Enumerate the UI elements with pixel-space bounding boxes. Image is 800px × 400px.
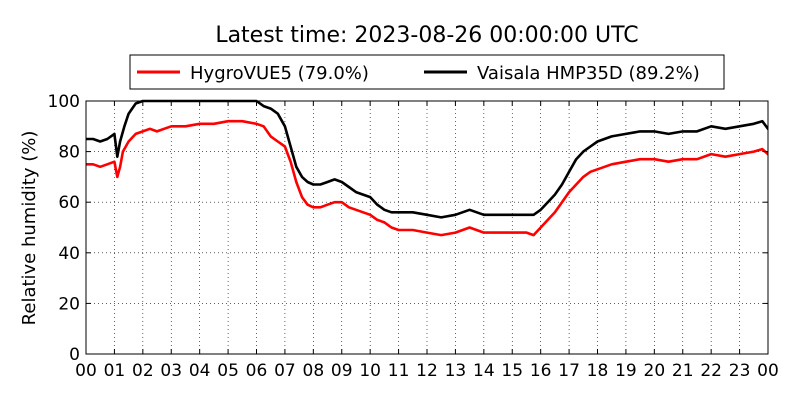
y-tick-label: 40: [58, 244, 80, 264]
x-tick-label: 07: [274, 361, 296, 381]
x-tick-label: 13: [445, 361, 467, 381]
x-tick-label: 16: [530, 361, 552, 381]
x-tick-label: 00: [757, 361, 779, 381]
x-tick-label: 11: [388, 361, 410, 381]
x-tick-label: 18: [587, 361, 609, 381]
x-tick-label: 08: [303, 361, 325, 381]
y-tick-label: 60: [58, 193, 80, 213]
x-tick-label: 15: [501, 361, 523, 381]
grid: [86, 101, 768, 354]
y-axis-label: Relative humidity (%): [19, 131, 40, 326]
chart-title: Latest time: 2023-08-26 00:00:00 UTC: [215, 23, 638, 48]
legend: HygroVUE5 (79.0%) Vaisala HMP35D (89.2%): [129, 54, 725, 90]
x-tick-label: 23: [729, 361, 751, 381]
x-tick-label: 04: [189, 361, 211, 381]
y-tick-label: 0: [69, 345, 80, 365]
x-tick-label: 14: [473, 361, 495, 381]
x-tick-label: 20: [644, 361, 666, 381]
x-tick-label: 03: [160, 361, 182, 381]
plot-frame: [85, 100, 769, 355]
series-line-hygrovue5: [86, 119, 768, 237]
x-tick-label: 21: [672, 361, 694, 381]
x-tick-label: 19: [615, 361, 637, 381]
y-tick-label: 100: [48, 92, 80, 112]
legend-label-hygrovue5: HygroVUE5 (79.0%): [190, 63, 369, 84]
series-line-vaisala: [86, 99, 768, 219]
x-tick-label: 06: [246, 361, 268, 381]
x-tick-label: 12: [416, 361, 438, 381]
y-axis: 0 20 40 60 80 100: [48, 92, 768, 365]
x-axis: 00 01 02 03 04 05 06 07 08 09 10 11 12 13 14 15 16 17 18 19…: [75, 101, 779, 381]
x-tick-label: 00: [75, 361, 97, 381]
x-tick-label: 17: [558, 361, 580, 381]
y-tick-label: 20: [58, 294, 80, 314]
x-tick-label: 01: [104, 361, 126, 381]
x-tick-label: 02: [132, 361, 154, 381]
x-tick-label: 10: [359, 361, 381, 381]
y-tick-label: 80: [58, 143, 80, 163]
legend-label-vaisala: Vaisala HMP35D (89.2%): [477, 63, 700, 84]
x-tick-label: 09: [331, 361, 353, 381]
x-tick-label: 22: [700, 361, 722, 381]
x-tick-label: 05: [217, 361, 239, 381]
